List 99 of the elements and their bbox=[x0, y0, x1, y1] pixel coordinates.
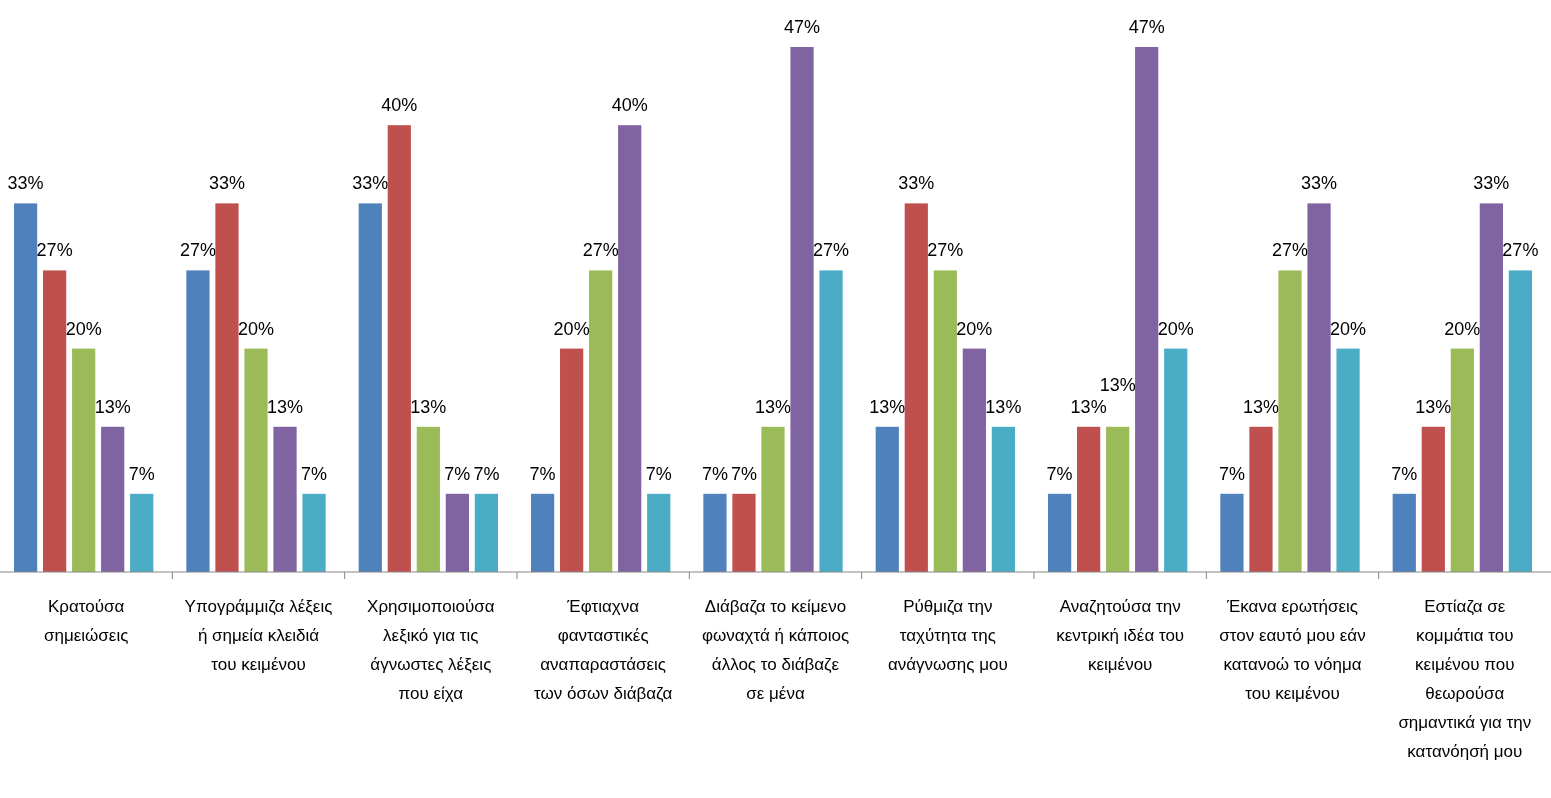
bar bbox=[761, 426, 785, 572]
bar bbox=[186, 270, 210, 572]
data-label: 33% bbox=[898, 173, 935, 194]
x-tick-label: Διάβαζα το κείμενο φωναχτά ή κάποιος άλλος το διάβαζε σε μένα bbox=[701, 597, 850, 703]
data-label: 33% bbox=[7, 173, 44, 194]
bar bbox=[302, 493, 326, 572]
bar bbox=[43, 270, 67, 572]
bar bbox=[933, 270, 957, 572]
data-label: 20% bbox=[956, 318, 993, 339]
data-label: 20% bbox=[65, 318, 102, 339]
x-tick-label: Ρύθμιζα την ταχύτητα της ανάγνωσης μου bbox=[887, 597, 1008, 674]
data-label: 13% bbox=[1242, 396, 1279, 417]
data-label: 33% bbox=[1473, 173, 1510, 194]
bar bbox=[1336, 348, 1360, 572]
bar bbox=[474, 493, 498, 572]
data-label: 33% bbox=[1301, 173, 1338, 194]
bar bbox=[904, 203, 928, 572]
bar bbox=[72, 348, 96, 572]
bar bbox=[1164, 348, 1188, 572]
data-label: 33% bbox=[352, 173, 389, 194]
data-label: 7% bbox=[1218, 463, 1245, 484]
bar bbox=[1048, 493, 1072, 572]
x-tick-label: Έκανα ερωτήσεις στον εαυτό μου εάν κατανοώ το νόημα του κειμένου bbox=[1219, 597, 1366, 703]
data-label: 13% bbox=[1099, 374, 1136, 395]
bar bbox=[732, 493, 756, 572]
bar bbox=[1479, 203, 1503, 572]
bar bbox=[445, 493, 469, 572]
bar bbox=[703, 493, 727, 572]
data-label: 27% bbox=[179, 240, 216, 261]
bar bbox=[560, 348, 584, 572]
x-tick-label: Κρατούσα σημειώσεις bbox=[43, 597, 129, 645]
bar bbox=[991, 426, 1015, 572]
data-label: 13% bbox=[267, 396, 304, 417]
data-label: 27% bbox=[1502, 240, 1539, 261]
bar bbox=[1307, 203, 1331, 572]
bar bbox=[1508, 270, 1532, 572]
bar bbox=[358, 203, 382, 572]
bar bbox=[1077, 426, 1101, 572]
bar bbox=[1278, 270, 1302, 572]
data-label: 13% bbox=[754, 396, 792, 417]
x-tick-label: Εστίαζα σε κομμάτια του κειμένου που θεωρούσα σημαντικά για την κατανόησή μου bbox=[1398, 597, 1532, 761]
data-label: 13% bbox=[1070, 396, 1107, 417]
data-label: 27% bbox=[36, 240, 73, 261]
data-label: 27% bbox=[813, 240, 850, 261]
data-label: 7% bbox=[645, 463, 672, 484]
bar bbox=[531, 493, 555, 572]
data-label: 7% bbox=[529, 463, 556, 484]
x-tick-label: Έφτιαχνα φανταστικές αναπαραστάσεις των όσων διάβαζα bbox=[534, 597, 673, 703]
bar bbox=[273, 426, 297, 572]
bar bbox=[14, 203, 38, 572]
data-label: 13% bbox=[985, 396, 1022, 417]
bar bbox=[1450, 348, 1474, 572]
x-tick-label: Αναζητούσα την κεντρική ιδέα του κειμένου bbox=[1056, 597, 1185, 674]
bar bbox=[101, 426, 125, 572]
bar bbox=[962, 348, 986, 572]
data-label: 7% bbox=[128, 463, 155, 484]
data-label: 7% bbox=[444, 463, 471, 484]
data-label: 27% bbox=[582, 240, 619, 261]
data-label: 40% bbox=[381, 95, 418, 116]
data-label: 13% bbox=[94, 396, 131, 417]
data-label: 7% bbox=[473, 463, 500, 484]
bar bbox=[875, 426, 899, 572]
data-label: 20% bbox=[553, 318, 590, 339]
data-label: 47% bbox=[784, 17, 821, 37]
bar bbox=[819, 270, 843, 572]
data-label: 13% bbox=[1415, 396, 1452, 417]
data-label: 13% bbox=[869, 396, 906, 417]
data-label: 7% bbox=[701, 463, 728, 484]
bar bbox=[1106, 426, 1130, 572]
data-label: 7% bbox=[1046, 463, 1073, 484]
bar bbox=[130, 493, 154, 572]
data-label: 20% bbox=[1157, 318, 1194, 339]
bar bbox=[387, 125, 411, 572]
data-label: 47% bbox=[1128, 17, 1165, 37]
x-tick-label: Υπογράμμιζα λέξεις ή σημεία κλειδιά του κειμένου bbox=[184, 597, 333, 674]
data-label: 20% bbox=[1444, 318, 1481, 339]
data-label: 27% bbox=[927, 240, 964, 261]
data-label: 33% bbox=[208, 173, 245, 194]
bar bbox=[790, 47, 814, 572]
bar bbox=[1392, 493, 1416, 572]
bar bbox=[416, 426, 440, 572]
data-label: 7% bbox=[730, 463, 757, 484]
data-label: 27% bbox=[1271, 240, 1309, 261]
bar bbox=[647, 493, 671, 572]
bar bbox=[1249, 426, 1273, 572]
bar bbox=[1220, 493, 1244, 572]
data-label: 20% bbox=[237, 318, 275, 339]
bar bbox=[244, 348, 268, 572]
data-label: 7% bbox=[1391, 463, 1418, 484]
data-label: 20% bbox=[1330, 318, 1367, 339]
bar bbox=[618, 125, 642, 572]
bar bbox=[1421, 426, 1445, 572]
bar bbox=[215, 203, 239, 572]
data-label: 40% bbox=[611, 95, 648, 116]
data-label: 7% bbox=[301, 463, 328, 484]
bar bbox=[589, 270, 613, 572]
bar bbox=[1135, 47, 1159, 572]
x-tick-label: Χρησιμοποιούσα λεξικό για τις άγνωστες λέξεις που είχα bbox=[367, 597, 495, 703]
data-label: 13% bbox=[410, 396, 447, 417]
